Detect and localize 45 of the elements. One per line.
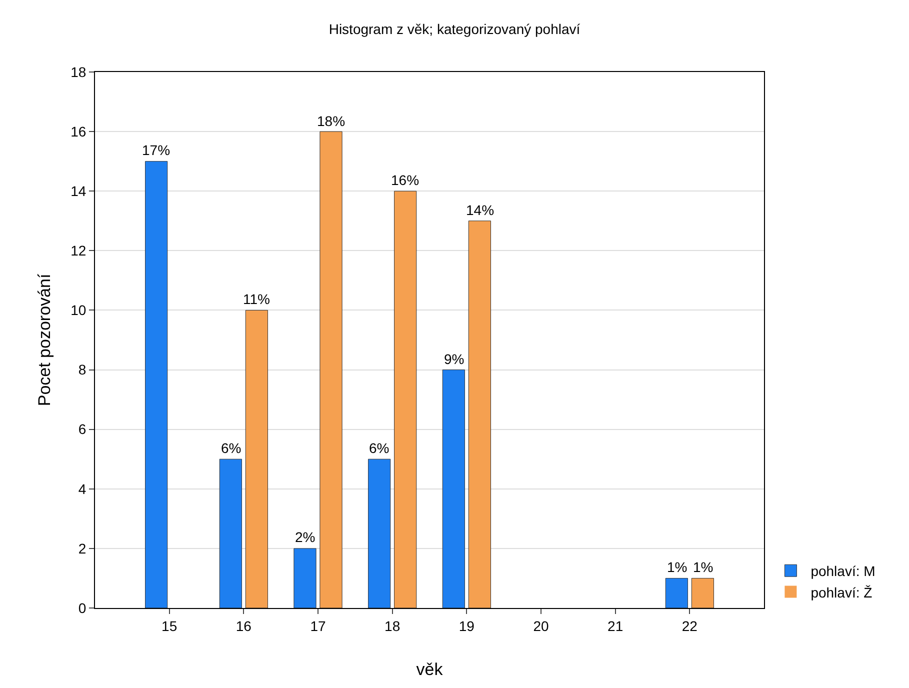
x-axis-title: věk	[416, 660, 444, 680]
bar	[691, 578, 714, 608]
x-tick-label: 17	[310, 618, 326, 634]
x-tick-label: 15	[162, 618, 178, 634]
annotation: 14%	[466, 202, 494, 218]
annotation: 18%	[317, 113, 346, 129]
y-tick-label: 10	[70, 302, 86, 318]
y-tick-label: 2	[78, 540, 86, 556]
annotation: 17%	[142, 142, 170, 158]
bar	[219, 458, 242, 608]
y-tick-label: 8	[78, 362, 86, 378]
bar	[665, 578, 688, 608]
y-tick-label: 14	[70, 183, 86, 200]
bar	[394, 190, 417, 608]
x-tick-label: 18	[384, 618, 400, 634]
annotation: 1%	[693, 559, 714, 575]
annotation: 11%	[243, 291, 270, 307]
bar	[368, 458, 391, 608]
x-tick-label: 20	[533, 618, 549, 634]
legend-label: pohlaví: M	[810, 563, 876, 580]
annotation: 6%	[369, 440, 390, 456]
bar	[442, 370, 465, 608]
x-tick-label: 19	[458, 618, 475, 634]
bar	[145, 161, 168, 608]
annotation: 16%	[391, 172, 420, 188]
y-tick-label: 16	[70, 123, 86, 140]
bar	[468, 220, 491, 608]
bar	[320, 131, 342, 608]
chart-title: Histogram z věk; kategorizovaný pohlaví	[328, 20, 580, 37]
x-tick-label: 21	[608, 618, 624, 634]
bar	[245, 310, 268, 608]
x-tick-label: 22	[682, 618, 698, 634]
annotation: 6%	[221, 440, 242, 456]
legend-label: pohlaví: Ž	[810, 584, 873, 600]
y-tick-label: 18	[70, 64, 86, 80]
annotation: 2%	[295, 529, 316, 545]
y-tick-label: 4	[78, 480, 86, 497]
annotation: 9%	[444, 351, 464, 367]
annotation: 1%	[667, 559, 688, 575]
y-tick-label: 12	[70, 242, 86, 259]
y-tick-label: 6	[78, 421, 86, 438]
bar	[294, 548, 316, 608]
y-axis-title: Pocet pozorování	[35, 274, 54, 406]
x-tick-label: 16	[236, 618, 252, 634]
y-tick-label: 0	[78, 600, 86, 616]
